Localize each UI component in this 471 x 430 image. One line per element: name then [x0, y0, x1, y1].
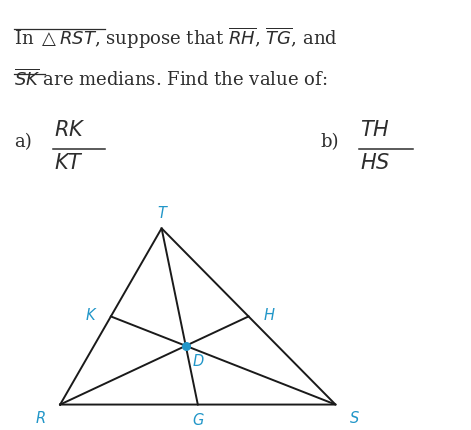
Text: $KT$: $KT$: [54, 153, 84, 173]
Text: In $\triangle RST$, suppose that $\overline{RH}$, $\overline{TG}$, and: In $\triangle RST$, suppose that $\overl…: [14, 26, 338, 51]
Text: $TH$: $TH$: [360, 120, 390, 141]
Text: D: D: [192, 354, 203, 369]
Text: a): a): [14, 133, 32, 151]
Text: K: K: [86, 308, 96, 322]
Text: $\overline{SK}$ are medians. Find the value of:: $\overline{SK}$ are medians. Find the va…: [14, 69, 327, 90]
Text: S: S: [350, 411, 359, 426]
Text: $RK$: $RK$: [54, 120, 86, 141]
Text: $HS$: $HS$: [360, 153, 390, 173]
Text: R: R: [36, 411, 46, 426]
Text: b): b): [320, 133, 339, 151]
Text: H: H: [264, 308, 275, 322]
Text: T: T: [157, 206, 166, 221]
Text: G: G: [192, 413, 203, 428]
